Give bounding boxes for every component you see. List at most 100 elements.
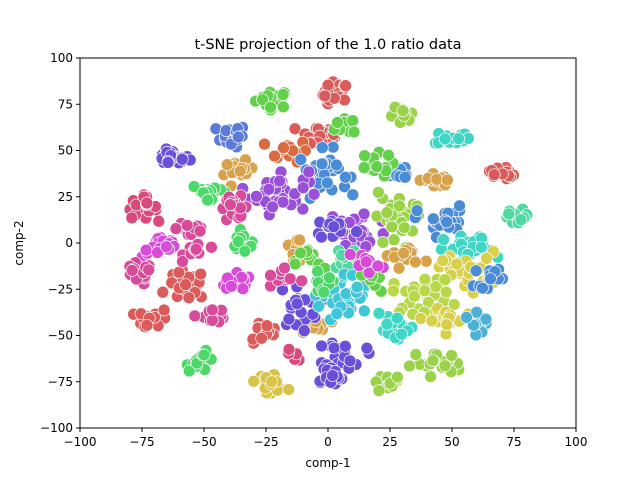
scatter-point	[296, 202, 310, 216]
scatter-point	[260, 319, 274, 333]
x-tick-label: 50	[444, 435, 459, 449]
scatter-point	[295, 274, 309, 288]
cluster-group	[258, 135, 312, 169]
scatter-point	[436, 254, 450, 268]
cluster-group	[236, 165, 321, 222]
scatter-point	[346, 188, 360, 202]
scatter-point	[397, 246, 410, 260]
cluster-group	[123, 256, 156, 291]
scatter-point	[426, 212, 440, 226]
scatter-point	[315, 339, 328, 353]
scatter-point	[256, 93, 269, 107]
scatter-point	[152, 214, 166, 228]
scatter-point	[390, 311, 404, 325]
chart-title: t-SNE projection of the 1.0 ratio data	[194, 37, 461, 53]
scatter-point	[372, 384, 386, 397]
scatter-point	[343, 354, 357, 368]
x-tick-label: −75	[129, 435, 154, 449]
scatter-point	[187, 180, 201, 193]
x-tick-label: 75	[506, 435, 521, 449]
scatter-point	[327, 220, 341, 234]
scatter-point	[188, 309, 202, 323]
scatter-point	[294, 153, 308, 166]
cluster-group	[370, 186, 425, 255]
scatter-point	[484, 272, 497, 286]
scatter-point	[220, 158, 234, 171]
scatter-point	[437, 233, 450, 246]
scatter-point	[326, 369, 339, 382]
scatter-point	[151, 246, 164, 259]
scatter-point	[189, 242, 203, 256]
scatter-point	[320, 176, 334, 190]
scatter-point	[258, 137, 271, 151]
cluster-group	[217, 266, 255, 296]
scatter-point	[350, 280, 364, 294]
scatter-point	[307, 187, 321, 201]
scatter-point	[315, 141, 329, 154]
scatter-point	[282, 343, 296, 356]
scatter-point	[266, 200, 279, 214]
x-tick-label: −25	[253, 435, 278, 449]
cluster-group	[429, 127, 475, 150]
cluster-group	[156, 263, 208, 305]
scatter-point	[440, 318, 454, 331]
x-axis-label: comp-1	[305, 456, 350, 470]
scatter-point	[264, 100, 277, 114]
scatter-point	[467, 318, 480, 332]
cluster-group	[466, 263, 509, 295]
scatter-point	[238, 244, 252, 258]
scatter-point	[139, 243, 153, 257]
scatter-point	[438, 359, 452, 373]
scatter-point	[453, 199, 466, 213]
scatter-point	[382, 148, 395, 162]
scatter-point	[380, 206, 394, 220]
scatter-point	[276, 195, 290, 209]
cluster-group	[372, 306, 419, 346]
scatter-point	[231, 130, 245, 144]
scatter-point	[419, 254, 433, 268]
scatter-point	[282, 312, 296, 326]
scatter-point	[231, 235, 245, 248]
scatter-point	[180, 219, 194, 232]
scatter-point	[440, 215, 453, 229]
scatter-point	[205, 240, 218, 254]
cluster-group	[176, 238, 218, 268]
cluster-group	[435, 229, 505, 264]
scatter-point	[346, 114, 360, 128]
cluster-group	[181, 344, 218, 378]
scatter-point	[407, 289, 421, 303]
scatter-point	[430, 172, 444, 186]
x-tick-label: 0	[324, 435, 332, 449]
scatter-point	[276, 88, 290, 101]
cluster-group	[246, 317, 281, 350]
cluster-group	[288, 243, 332, 275]
scatter-point	[330, 307, 344, 321]
scatter-point	[425, 314, 439, 328]
cluster-group	[387, 272, 461, 321]
scatter-point	[236, 282, 250, 296]
scatter-point	[424, 370, 437, 383]
scatter-point	[172, 266, 186, 279]
scatter-point	[397, 221, 411, 234]
scatter-point	[357, 304, 371, 318]
cluster-group	[313, 362, 349, 391]
scatter-point	[140, 196, 154, 210]
scatter-point	[403, 359, 416, 373]
y-tick-label: −100	[40, 421, 73, 435]
scatter-point	[176, 255, 189, 268]
cluster-group	[188, 303, 230, 329]
scatter-point	[392, 261, 406, 275]
scatter-point	[125, 211, 139, 225]
scatter-point	[318, 89, 332, 103]
cluster-group	[123, 188, 166, 228]
x-tick-label: −50	[191, 435, 216, 449]
scatter-point	[439, 285, 453, 299]
cluster-group	[217, 153, 259, 193]
y-tick-label: −75	[48, 375, 73, 389]
scatter-point	[194, 267, 208, 281]
scatter-point	[321, 78, 335, 92]
scatter-point	[391, 370, 404, 384]
scatter-point	[323, 271, 336, 285]
cluster-group	[380, 241, 433, 275]
scatter-point	[283, 272, 297, 286]
